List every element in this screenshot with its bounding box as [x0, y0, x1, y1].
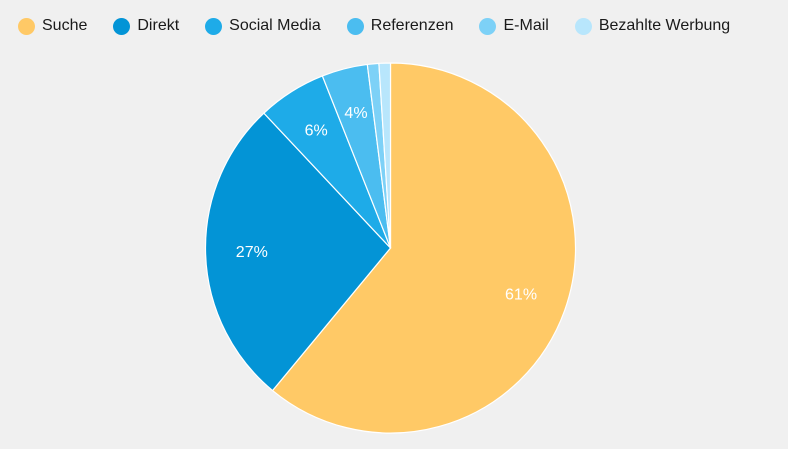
- legend-swatch-e-mail: [479, 17, 497, 35]
- slice-label: 27%: [236, 244, 268, 261]
- legend-swatch-bezahlte-werbung: [574, 17, 592, 35]
- legend-swatch-direkt: [113, 17, 131, 35]
- pie-slice-direkt[interactable]: [204, 112, 392, 392]
- legend-item-suche[interactable]: Suche: [18, 17, 87, 35]
- legend-item-social-media[interactable]: Social Media: [205, 17, 321, 35]
- legend-label: Suche: [42, 17, 88, 34]
- slice-label: 6%: [305, 122, 328, 139]
- legend-swatch-suche: [18, 17, 35, 35]
- legend-label: E-Mail: [503, 17, 549, 34]
- chart-legend: Suche Direkt Social Media Referenzen E-M…: [18, 15, 730, 37]
- legend-item-bezahlte-werbung[interactable]: Bezahlte Werbung: [574, 17, 731, 35]
- slice-label: 61%: [505, 286, 537, 303]
- legend-label: Social Media: [229, 17, 321, 34]
- legend-label: Referenzen: [370, 17, 454, 34]
- legend-item-e-mail[interactable]: E-Mail: [479, 17, 549, 35]
- pie-slice-bezahlte-werbung[interactable]: [378, 62, 392, 249]
- slice-label: 4%: [344, 105, 367, 122]
- legend-item-direkt[interactable]: Direkt: [113, 17, 179, 35]
- legend-item-referenzen[interactable]: Referenzen: [346, 17, 454, 35]
- legend-label: Bezahlte Werbung: [598, 17, 731, 34]
- legend-label: Direkt: [137, 17, 180, 34]
- legend-swatch-referenzen: [346, 17, 364, 35]
- pie-slice-suche[interactable]: [271, 62, 577, 434]
- legend-swatch-social-media: [205, 17, 223, 35]
